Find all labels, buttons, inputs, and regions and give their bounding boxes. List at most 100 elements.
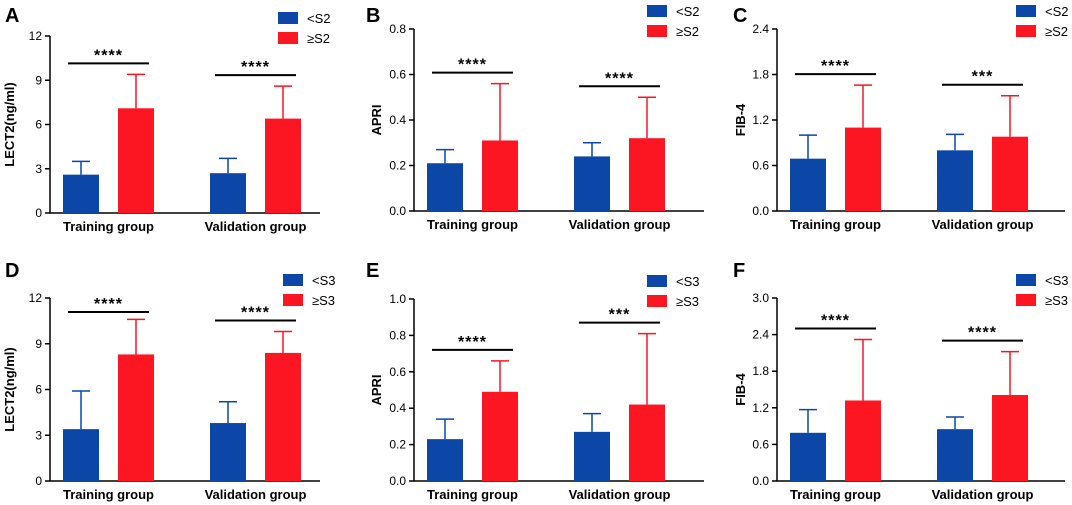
panel-letter: C [733,5,747,27]
bar-high-validation [992,136,1028,211]
y-tick-label: 0.6 [389,365,406,379]
y-tick-label: 0.6 [752,437,769,451]
significance-label: *** [972,69,994,86]
legend-label: <S2 [1045,4,1069,19]
y-tick-label: 1.2 [752,113,769,127]
legend-swatch [283,274,303,286]
bar-high-training [845,400,881,481]
legend: <S3≥S3 [1016,273,1069,308]
legend-label: <S2 [307,11,331,26]
significance-label: **** [821,58,850,75]
category-label: Validation group [205,219,307,234]
legend-swatch [1016,294,1036,306]
panel-e: E 0.0 0.2 0.4 0.6 0.8 1.0 APRI Training group ***… [366,260,704,502]
bar-low-validation [210,423,246,481]
category-label: Training group [63,487,154,502]
y-tick-label: 0.2 [389,159,406,173]
category-label: Validation group [932,487,1034,502]
legend-label: ≥S3 [676,294,699,309]
y-tick-label: 1.0 [389,292,406,306]
category-label: Training group [427,487,518,502]
bar-low-training [790,158,826,211]
legend-label: ≥S3 [1045,293,1068,308]
legend-swatch [278,32,298,44]
y-tick-label: 0.8 [389,328,406,342]
significance-label: **** [241,305,270,322]
panel-f: F 0.0 0.6 1.2 1.8 2.4 3.0 FIB-4 Training group **… [733,260,1069,502]
panel-c: C 0.0 0.6 1.2 1.8 2.4 FIB-4 Training group **** V… [733,4,1069,232]
category-label: Validation group [569,217,671,232]
legend: <S2≥S2 [647,4,700,39]
legend-swatch [283,294,303,306]
legend-label: ≥S2 [676,24,699,39]
significance-label: **** [968,325,997,342]
y-tick-label: 9 [35,73,42,87]
y-tick-label: 3 [35,162,42,176]
bar-low-validation [574,431,610,481]
bar-low-training [63,429,99,481]
y-tick-label: 0.6 [389,68,406,82]
category-label: Training group [63,219,154,234]
category-label: Training group [790,487,881,502]
y-tick-label: 6 [35,383,42,397]
y-axis-title: LECT2(ng/ml) [2,347,17,432]
bar-high-training [118,354,154,481]
panel-letter: D [5,260,19,282]
category-label: Validation group [932,217,1034,232]
bar-low-training [427,439,463,481]
legend: <S3≥S3 [647,274,700,309]
y-tick-label: 6 [35,118,42,132]
y-tick-label: 0.0 [389,204,406,218]
y-tick-label: 3.0 [752,291,769,305]
significance-label: **** [241,59,270,76]
legend-label: <S2 [676,4,700,19]
bar-high-training [845,127,881,211]
legend-swatch [278,12,298,24]
panel-a: A 0 3 6 9 12 LECT2(ng/ml) Training group **** Val… [2,5,331,234]
y-axis-title: APRI [369,104,384,135]
significance-label: **** [605,70,634,87]
y-axis-title: FIB-4 [733,372,748,405]
y-tick-label: 0.0 [389,474,406,488]
bar-high-validation [992,394,1028,481]
bar-low-validation [937,150,973,211]
significance-label: **** [458,57,487,74]
significance-label: **** [94,47,123,64]
legend-swatch [647,295,667,307]
y-tick-label: 0.0 [752,204,769,218]
panel-letter: F [733,260,745,282]
legend-swatch [1016,5,1036,17]
legend-label: ≥S2 [307,31,330,46]
y-axis-title: LECT2(ng/ml) [2,82,17,167]
legend: <S3≥S3 [283,273,336,308]
bar-low-training [63,174,99,213]
bar-low-validation [937,429,973,481]
y-tick-label: 0.2 [389,438,406,452]
significance-label: *** [609,307,631,324]
legend: <S2≥S2 [1016,4,1069,39]
y-tick-label: 2.4 [752,22,769,36]
y-tick-label: 0 [35,206,42,220]
bar-high-training [482,140,518,211]
legend-swatch [1016,25,1036,37]
category-label: Training group [427,217,518,232]
significance-label: **** [458,334,487,351]
legend-swatch [1016,274,1036,286]
y-tick-label: 0.6 [752,159,769,173]
y-tick-label: 0.0 [752,474,769,488]
legend-label: <S3 [312,273,336,288]
y-tick-label: 1.8 [752,364,769,378]
panel-letter: E [366,260,379,282]
y-tick-label: 0.4 [389,113,406,127]
y-tick-label: 0.4 [389,401,406,415]
y-tick-label: 3 [35,428,42,442]
legend-swatch [647,25,667,37]
bar-low-validation [574,156,610,211]
y-axis-title: APRI [369,374,384,405]
bar-low-training [790,432,826,481]
bar-low-validation [210,173,246,213]
bar-high-training [118,108,154,213]
legend-label: ≥S2 [1045,24,1068,39]
panel-d: D 0 3 6 9 12 LECT2(ng/ml) Training group **** Val… [2,260,336,502]
category-label: Validation group [205,487,307,502]
